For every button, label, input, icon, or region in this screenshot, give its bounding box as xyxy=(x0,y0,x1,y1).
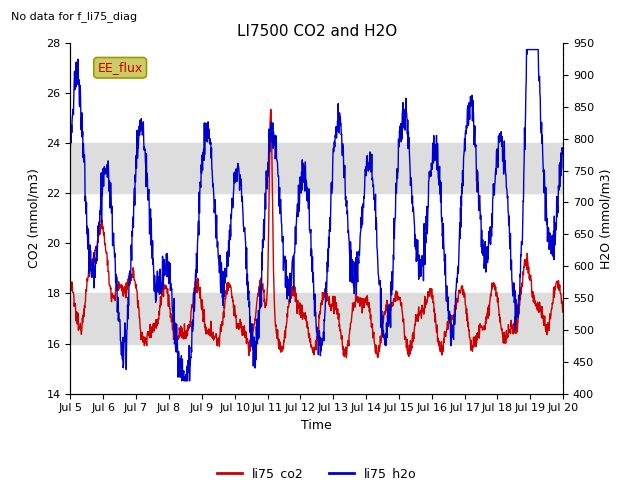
Y-axis label: H2O (mmol/m3): H2O (mmol/m3) xyxy=(600,168,612,269)
X-axis label: Time: Time xyxy=(301,419,332,432)
Text: EE_flux: EE_flux xyxy=(97,61,143,74)
Y-axis label: CO2 (mmol/m3): CO2 (mmol/m3) xyxy=(28,168,41,268)
Bar xyxy=(70,293,563,344)
Legend: li75_co2, li75_h2o: li75_co2, li75_h2o xyxy=(212,462,422,480)
Text: No data for f_li75_diag: No data for f_li75_diag xyxy=(12,11,138,22)
Title: LI7500 CO2 and H2O: LI7500 CO2 and H2O xyxy=(237,24,397,39)
Bar xyxy=(70,144,563,193)
